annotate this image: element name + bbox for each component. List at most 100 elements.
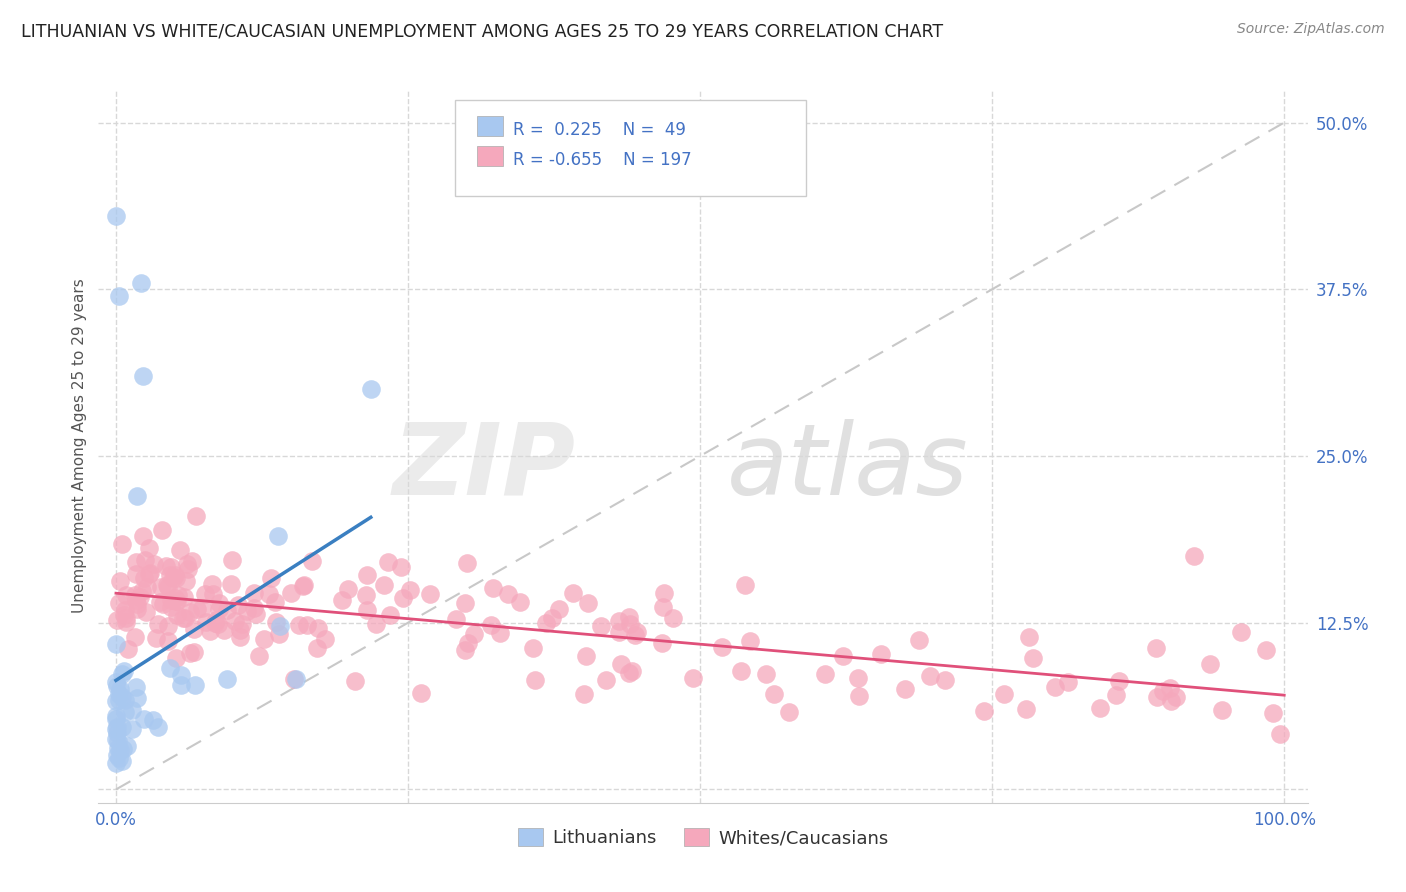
Point — [398, 583, 420, 598]
Point — [1268, 727, 1291, 741]
Point — [373, 578, 395, 592]
Point — [305, 641, 328, 656]
Point — [377, 555, 399, 569]
Point — [165, 571, 187, 585]
Point — [124, 630, 146, 644]
Point — [105, 674, 128, 689]
Point — [105, 732, 128, 747]
Point — [141, 713, 163, 727]
Point — [125, 681, 148, 695]
Point — [457, 635, 479, 649]
Point — [285, 672, 308, 686]
Point — [870, 647, 893, 661]
Point — [169, 542, 191, 557]
Point — [547, 602, 569, 616]
Point — [1043, 680, 1066, 694]
Point — [125, 592, 148, 607]
Point — [136, 580, 159, 594]
Point — [607, 614, 630, 628]
Point — [738, 633, 761, 648]
Point — [337, 582, 360, 596]
Point — [204, 615, 226, 630]
Point — [156, 578, 179, 592]
Y-axis label: Unemployment Among Ages 25 to 29 years: Unemployment Among Ages 25 to 29 years — [72, 278, 87, 614]
Point — [482, 582, 505, 596]
Point — [105, 637, 128, 651]
Point — [184, 509, 207, 524]
Point — [191, 601, 214, 615]
Point — [131, 528, 153, 542]
Point — [115, 588, 138, 602]
Point — [245, 607, 267, 621]
Point — [159, 660, 181, 674]
Text: atlas: atlas — [727, 419, 969, 516]
Point — [200, 624, 222, 639]
Point — [283, 673, 305, 687]
Text: ZIP: ZIP — [394, 419, 576, 516]
Point — [132, 368, 155, 383]
Point — [848, 672, 870, 686]
Point — [378, 607, 401, 622]
Point — [121, 703, 143, 717]
Point — [105, 719, 128, 733]
Point — [1015, 702, 1038, 716]
Point — [651, 636, 673, 650]
Point — [730, 664, 752, 678]
Point — [163, 591, 186, 605]
Point — [160, 592, 183, 607]
Point — [160, 600, 183, 615]
Point — [149, 580, 172, 594]
Point — [104, 722, 127, 736]
Point — [201, 586, 224, 600]
Point — [134, 552, 156, 566]
Point — [174, 574, 197, 588]
Point — [221, 552, 243, 566]
Point — [269, 627, 291, 641]
Point — [105, 679, 128, 693]
Point — [138, 541, 160, 556]
Point — [181, 553, 204, 567]
Point — [125, 566, 148, 581]
Point — [453, 596, 475, 610]
Point — [105, 725, 128, 739]
FancyBboxPatch shape — [477, 145, 503, 166]
Point — [177, 562, 200, 576]
Point — [409, 686, 432, 700]
Point — [626, 625, 648, 640]
Point — [165, 594, 187, 608]
Point — [146, 617, 169, 632]
Point — [356, 603, 378, 617]
Point — [576, 596, 599, 610]
Point — [1146, 690, 1168, 704]
Point — [110, 682, 132, 697]
Point — [419, 587, 441, 601]
Point — [389, 559, 412, 574]
Point — [330, 593, 353, 607]
Point — [264, 615, 287, 629]
Point — [104, 709, 127, 723]
Point — [174, 610, 197, 624]
Point — [111, 741, 134, 756]
Point — [104, 756, 127, 770]
Point — [391, 591, 413, 605]
Point — [231, 616, 253, 631]
Point — [489, 626, 512, 640]
Point — [292, 578, 315, 592]
Point — [155, 559, 177, 574]
Point — [108, 751, 131, 765]
Point — [217, 603, 239, 617]
Point — [1160, 694, 1182, 708]
Point — [229, 623, 252, 637]
Point — [1159, 681, 1181, 696]
Point — [1230, 625, 1253, 640]
Point — [139, 566, 162, 581]
Point — [217, 672, 239, 686]
Point — [356, 568, 378, 582]
Point — [236, 604, 259, 618]
Point — [145, 631, 167, 645]
Point — [166, 607, 188, 622]
Point — [617, 665, 640, 680]
Point — [125, 489, 148, 503]
Point — [194, 587, 217, 601]
Point — [1256, 643, 1278, 657]
